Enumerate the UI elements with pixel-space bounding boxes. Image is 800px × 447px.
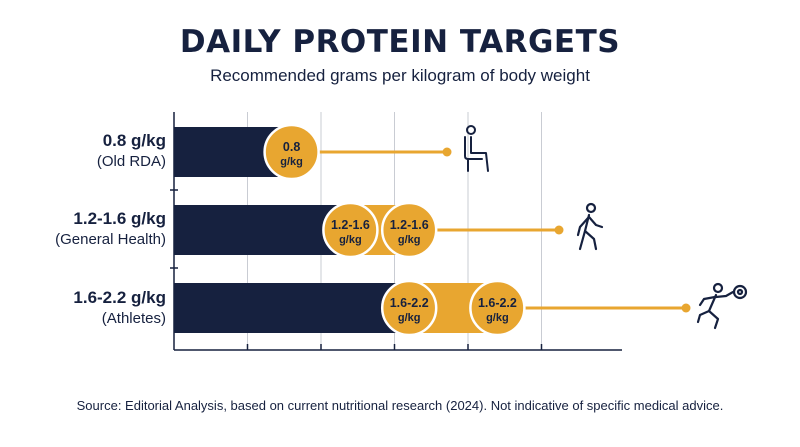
marker-label-unit: g/kg [339, 234, 362, 246]
value-marker [322, 201, 379, 259]
category-sub-label: (General Health) [55, 231, 166, 248]
icons [464, 125, 748, 330]
category-sub-label: (Old RDA) [96, 153, 166, 170]
walking-person-icon [576, 202, 604, 251]
category-label-old-rda: 0.8 g/kg (Old RDA) [0, 131, 166, 170]
value-marker [263, 123, 320, 181]
category-label-athletes: 1.6-2.2 g/kg (Athletes) [0, 288, 166, 327]
connector-dot [442, 147, 452, 157]
marker-label-unit: g/kg [280, 156, 303, 168]
category-sub-label: (Athletes) [101, 310, 166, 327]
chart-title: DAILY PROTEIN TARGETS [179, 24, 621, 60]
base-bar [174, 283, 410, 333]
marker-label-value: 1.2-1.6 [331, 218, 370, 232]
connector-dot [554, 225, 564, 235]
marker-label-value: 1.6-2.2 [478, 296, 517, 310]
seated-person-icon [464, 125, 489, 172]
bars: 0.8 g/kg 1.2-1.6 g/kg 1.2-1.6 g/kg 1.6-2.2 g/kg… [174, 123, 691, 337]
marker-label-unit: g/kg [398, 312, 421, 324]
marker-label-value: 1.2-1.6 [390, 218, 429, 232]
marker-label-value: 0.8 [283, 140, 300, 154]
running-athlete-icon [696, 282, 748, 330]
chart-subtitle: Recommended grams per kilogram of body w… [210, 66, 590, 85]
marker-label-unit: g/kg [486, 312, 509, 324]
category-main-label: 1.2-1.6 g/kg [73, 209, 166, 228]
value-marker [380, 201, 438, 259]
category-main-label: 1.6-2.2 g/kg [73, 288, 166, 307]
value-marker [469, 279, 526, 337]
marker-label-unit: g/kg [398, 234, 421, 246]
value-marker [380, 279, 438, 337]
source-note: Source: Editorial Analysis, based on cur… [76, 398, 724, 413]
category-main-label: 0.8 g/kg [102, 131, 166, 150]
base-bar [174, 205, 351, 255]
connector-dot [681, 303, 691, 313]
marker-label-value: 1.6-2.2 [390, 296, 429, 310]
category-label-general-health: 1.2-1.6 g/kg (General Health) [0, 209, 166, 248]
